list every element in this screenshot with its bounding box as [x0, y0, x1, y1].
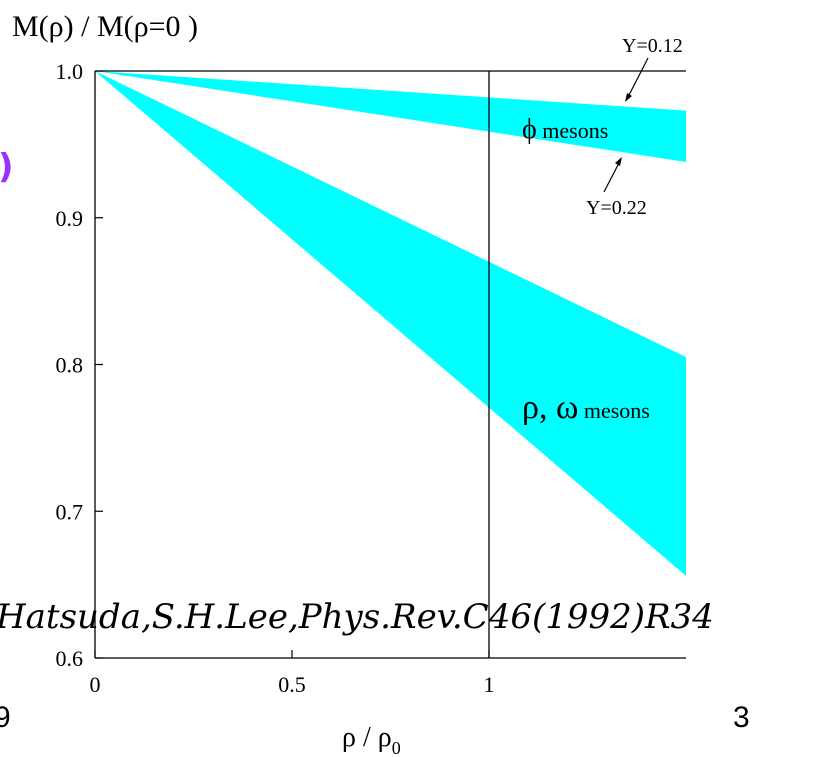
- bands-layer: [95, 71, 686, 576]
- ticks-layer: 1.0 0.9 0.8 0.7 0.60 0.5 1: [56, 59, 495, 697]
- annotation-arrowhead-upper: [625, 93, 632, 102]
- band-rho-omega: [95, 71, 686, 576]
- x-tick-label: 1: [484, 672, 495, 697]
- y-tick-label: 0.6: [56, 646, 84, 671]
- x-axis-title: ρ / ρ0: [342, 722, 401, 757]
- left-edge-digit: 9: [0, 701, 11, 734]
- annotation-y-lower: Y=0.22: [586, 197, 647, 219]
- rho-omega-mesons-text: mesons: [578, 398, 650, 423]
- phi-symbol: ϕ: [522, 114, 537, 145]
- x-axis-title-sub: 0: [392, 738, 401, 757]
- phi-mesons-text: mesons: [537, 118, 609, 143]
- y-axis-title: M(ρ) / M(ρ=0 ): [12, 10, 198, 43]
- x-tick-label: 0: [90, 672, 101, 697]
- annotation-arrow-lower: [603, 160, 621, 193]
- y-tick-label: 1.0: [56, 59, 84, 84]
- band-phi: [95, 71, 686, 162]
- page-number: 3: [733, 701, 750, 734]
- y-tick-label: 0.7: [56, 499, 84, 524]
- axes-layer: [94, 70, 686, 659]
- x-tick-label: 0.5: [278, 672, 306, 697]
- x-axis-title-main: ρ / ρ: [342, 722, 392, 753]
- rho-omega-series-label: ρ, ω mesons: [522, 389, 650, 426]
- annotation-arrowhead-lower: [615, 157, 622, 166]
- left-edge-mark: ): [0, 147, 14, 187]
- citation: Hatsuda,S.H.Lee,Phys.Rev.C46(1992)R34: [0, 597, 714, 637]
- phi-series-label: ϕ mesons: [522, 114, 608, 145]
- rho-omega-symbol: ρ, ω: [522, 389, 578, 426]
- y-tick-label: 0.8: [56, 353, 84, 378]
- annotation-y-upper: Y=0.12: [622, 35, 683, 57]
- y-tick-label: 0.9: [56, 206, 84, 231]
- annotation-arrow-upper: [626, 57, 649, 100]
